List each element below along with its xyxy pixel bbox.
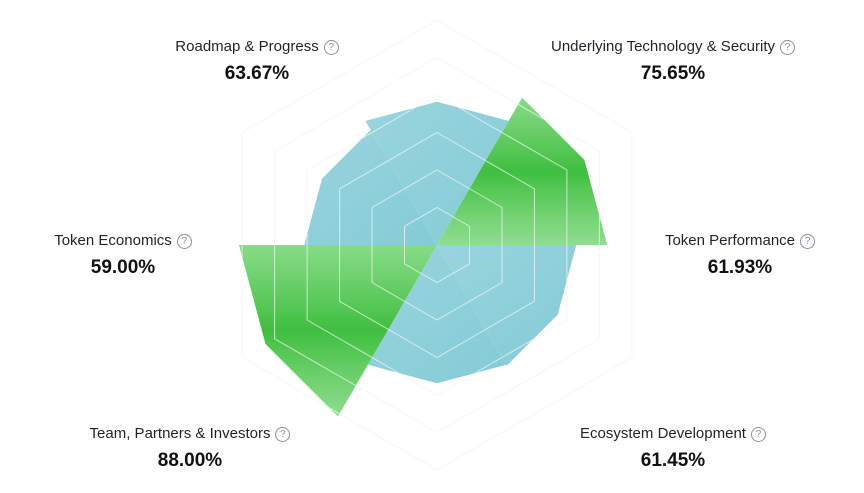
metric-value: 75.65% [640,63,706,84]
inner-grid-ring-6 [241,19,633,471]
metric-team-partners-investors: Team, Partners & Investors? 88.00% [30,424,350,473]
question-circle-icon[interactable]: ? [323,40,339,55]
question-circle-icon[interactable]: ? [750,427,766,442]
metric-label: Token Economics [54,232,172,249]
sector-ecosystem-development [367,245,507,384]
inner-grid-ring-1 [404,206,470,284]
metric-value: 63.67% [224,63,290,84]
inner-grid-ring-4 [306,94,568,396]
metric-label: Token Performance [664,232,796,249]
sector-token-economics [304,130,437,245]
metric-ecosystem-development: Ecosystem Development? 61.45% [513,424,833,473]
metric-label: Team, Partners & Investors [89,425,271,442]
question-circle-icon[interactable]: ? [176,234,192,249]
metric-value: 88.00% [157,450,223,471]
metric-roadmap-progress: Roadmap & Progress? 63.67% [97,37,417,86]
inner-grid-ring-3 [339,131,535,359]
metric-value: 59.00% [90,257,156,278]
metric-label: Underlying Technology & Security [550,38,775,55]
blue-sector-group [304,101,577,384]
metric-value: 61.45% [640,450,706,471]
metric-value: 61.93% [707,257,773,278]
sector-team-partners-investors [239,245,437,417]
question-circle-icon[interactable]: ? [780,40,795,55]
metric-token-economics: Token Economics? 59.00% [0,231,283,280]
inner-grid-ring-5 [274,56,600,434]
question-circle-icon[interactable]: ? [800,234,816,249]
metric-token-performance: Token Performance? 61.93% [580,231,864,280]
green-sector-group [239,97,608,417]
radar-inner-grid [241,19,633,471]
sector-roadmap-progress [365,101,509,245]
question-circle-icon[interactable]: ? [275,427,291,442]
sector-token-performance [437,245,577,366]
sector-underlying-technology-security [437,97,608,245]
metric-label: Roadmap & Progress [175,38,319,55]
inner-grid-ring-2 [371,169,503,321]
metric-underlying-technology-security: Underlying Technology & Security? 75.65% [513,37,833,86]
metric-label: Ecosystem Development [580,425,746,442]
